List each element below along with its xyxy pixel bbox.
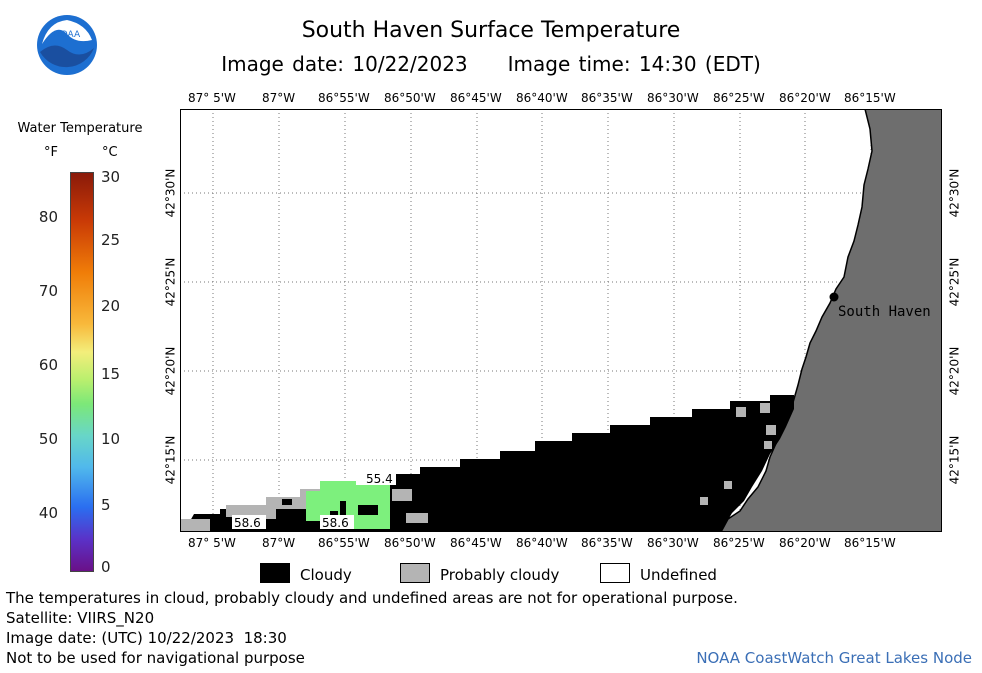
cloudy-swatch [260,563,290,583]
image-time: Image time: 14:30 (EDT) [507,52,761,76]
lon-label-bottom: 86°25'W [713,536,765,550]
lon-label-top: 86°30'W [647,91,699,105]
tick-c: 25 [101,231,121,249]
lat-label-left: 42°30'N [163,168,178,218]
lon-label-top: 86°20'W [779,91,831,105]
tick-c: 5 [101,496,111,514]
tick-f: 70 [38,282,58,300]
tick-f: 60 [38,356,58,374]
land-area [720,109,942,532]
noaa-logo-icon: NOAA [37,15,97,75]
lon-label-top: 87°W [262,91,296,105]
south-haven-marker[interactable] [829,292,839,302]
lon-label-bottom: 86°30'W [647,536,699,550]
disclaimer-text: The temperatures in cloud, probably clou… [6,589,738,607]
probably-cloudy-swatch [400,563,430,583]
legend-title: Water Temperature [17,121,143,136]
navigation-warning-text: Not to be used for navigational purpose [6,649,305,667]
lat-label-left: 42°20'N [163,346,178,396]
lon-label-bottom: 87° 5'W [188,536,236,550]
probably-cloudy-label: Probably cloudy [440,566,560,584]
tick-f: 50 [38,430,58,448]
lon-label-top: 86°45'W [450,91,502,105]
temp-label: 58.6 [322,516,349,530]
lat-label-right: 42°25'N [947,257,962,307]
utc-date-text: Image date: (UTC) 10/22/2023 18:30 [6,629,287,647]
lon-label-top: 86°50'W [384,91,436,105]
lat-label-right: 42°15'N [947,435,962,485]
map-key: Cloudy Probably cloudy Undefined [258,561,738,587]
lon-label-top: 86°35'W [581,91,633,105]
image-date: Image date: 10/22/2023 [221,52,468,76]
temp-label-bg [232,515,266,529]
satellite-text: Satellite: VIIRS_N20 [6,609,155,627]
noaa-logo-text: NOAA [54,30,81,40]
unit-fahrenheit: °F [44,145,58,160]
temperature-colorbar [70,172,94,572]
temp-label-bg [364,471,396,485]
map-frame [180,109,942,532]
sst-map: South Haven 55.4 58.6 58.6 [180,109,942,532]
lat-label-left: 42°15'N [163,435,178,485]
tick-c: 30 [101,168,121,186]
lon-label-bottom: 87°W [262,536,296,550]
temp-label: 58.6 [234,516,261,530]
tick-c: 10 [101,430,121,448]
lon-label-bottom: 86°50'W [384,536,436,550]
south-haven-label: South Haven [838,304,931,320]
lat-label-right: 42°20'N [947,346,962,396]
tick-c: 15 [101,365,121,383]
lon-label-bottom: 86°15'W [844,536,896,550]
tick-c: 20 [101,297,121,315]
undefined-label: Undefined [640,566,717,584]
lon-label-bottom: 86°35'W [581,536,633,550]
credit-text: NOAA CoastWatch Great Lakes Node [696,649,972,667]
unit-celsius: °C [102,145,118,160]
lat-label-right: 42°30'N [947,168,962,218]
temp-label-bg [320,515,354,529]
undefined-swatch [600,563,630,583]
tick-c: 0 [101,558,111,576]
tick-f: 80 [38,208,58,226]
tick-f: 40 [38,504,58,522]
cloudy-label: Cloudy [300,566,352,584]
lon-label-bottom: 86°45'W [450,536,502,550]
lon-label-bottom: 86°55'W [318,536,370,550]
lon-label-top: 86°40'W [516,91,568,105]
temp-label: 55.4 [366,472,393,486]
image-datetime: Image date: 10/22/2023 Image time: 14:30 … [0,52,982,76]
lon-label-top: 86°25'W [713,91,765,105]
lon-label-top: 86°55'W [318,91,370,105]
lon-label-top: 86°15'W [844,91,896,105]
lon-label-top: 87° 5'W [188,91,236,105]
lon-label-bottom: 86°40'W [516,536,568,550]
lat-label-left: 42°25'N [163,257,178,307]
page-title: South Haven Surface Temperature [301,18,681,43]
lon-label-bottom: 86°20'W [779,536,831,550]
